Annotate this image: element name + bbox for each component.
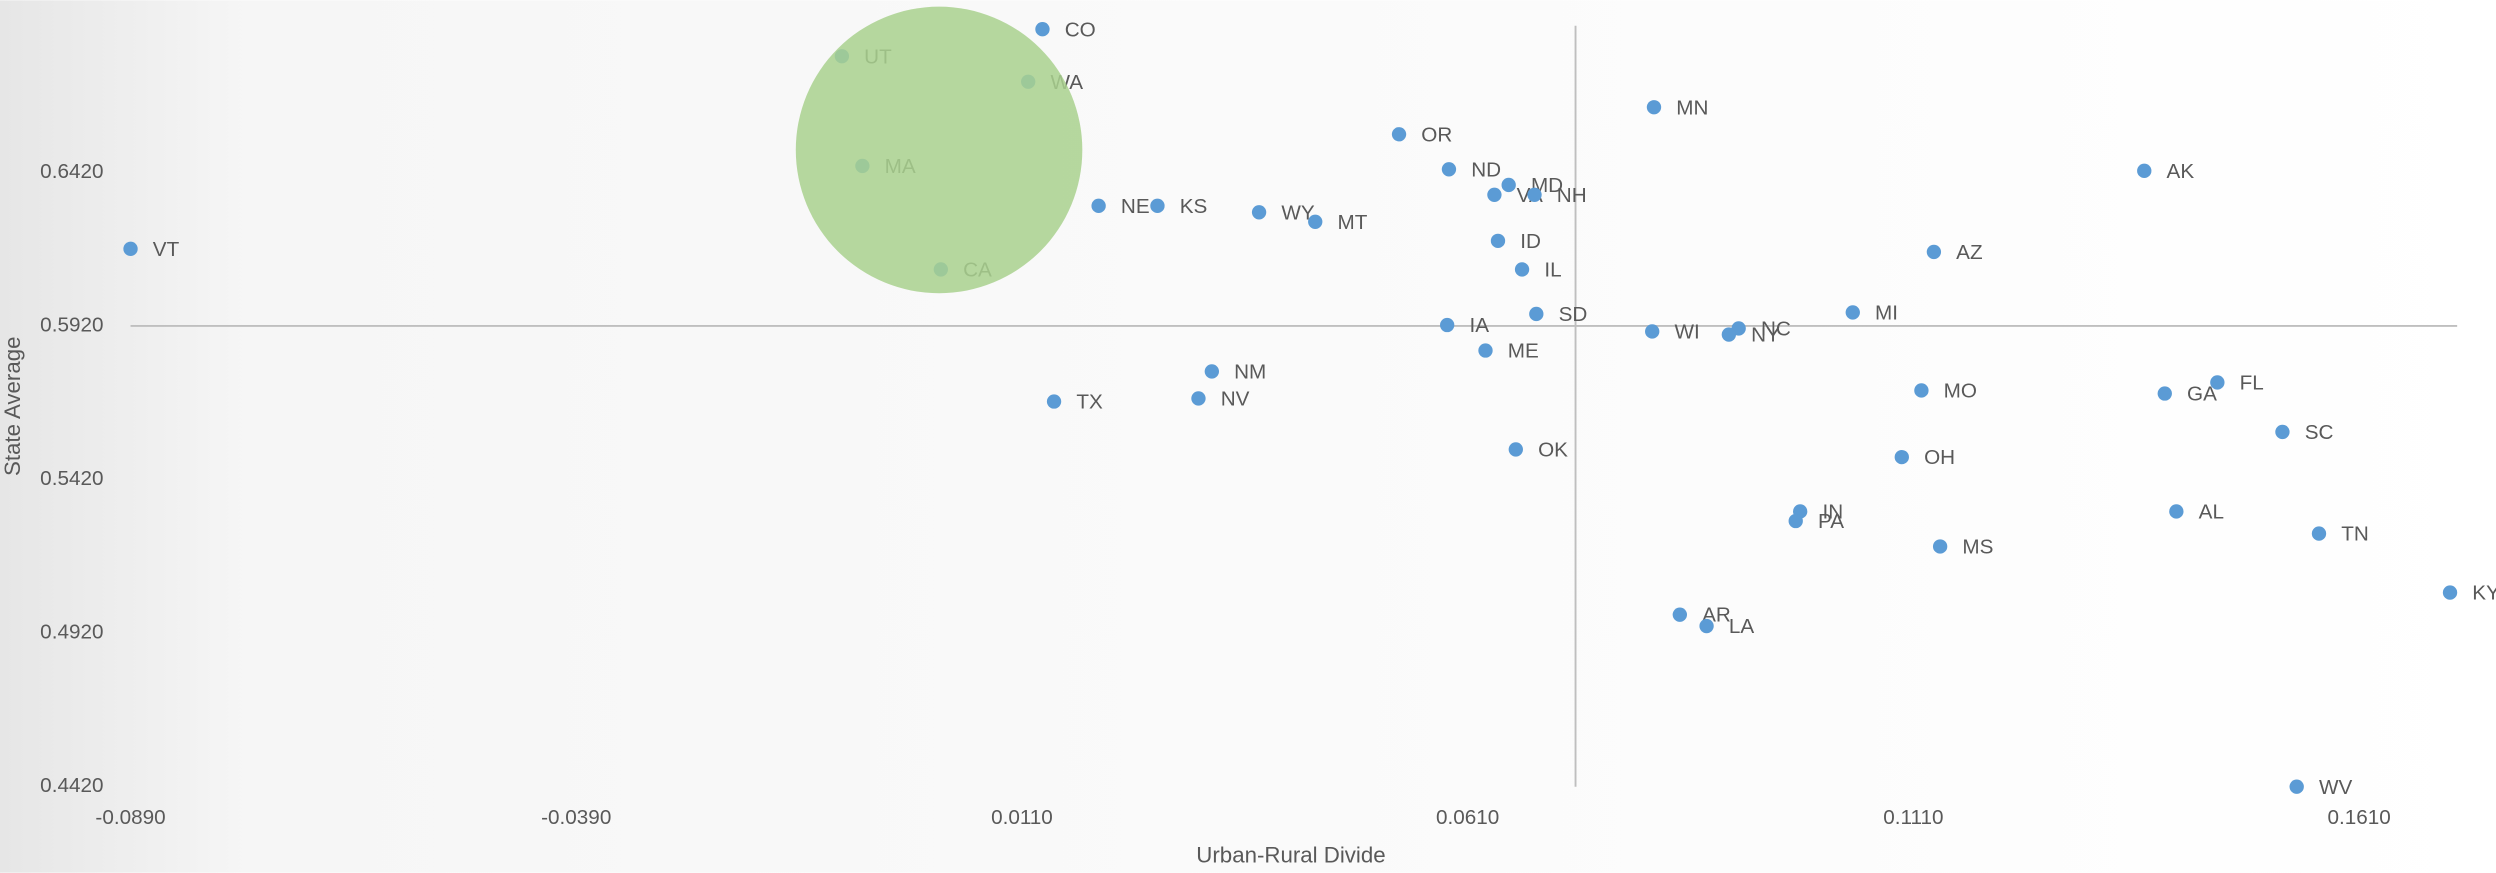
point xyxy=(1490,233,1506,249)
point xyxy=(1150,198,1165,213)
y-tick-label: 0.5420 xyxy=(40,467,103,490)
point-label: IL xyxy=(1544,258,1561,281)
point xyxy=(1091,198,1106,213)
point xyxy=(1441,162,1457,177)
x-tick-label: 0.1110 xyxy=(1883,806,1943,829)
point xyxy=(2169,504,2184,519)
point-label: TX xyxy=(1076,391,1103,414)
x-tick-label: -0.0390 xyxy=(541,806,611,829)
point xyxy=(1508,442,1523,457)
point-label: MT xyxy=(1338,211,1368,234)
point xyxy=(2289,779,2304,794)
point xyxy=(2442,585,2458,600)
point-label: IA xyxy=(1469,314,1489,337)
x-tick-label: -0.0890 xyxy=(95,806,165,829)
point-label: OK xyxy=(1538,438,1568,461)
point xyxy=(1527,187,1542,202)
point xyxy=(1440,317,1455,333)
point-label: OR xyxy=(1421,123,1452,146)
point-label: KY xyxy=(2472,582,2496,605)
point xyxy=(1788,513,1803,529)
point-label: TN xyxy=(2341,523,2369,546)
point-label: NE xyxy=(1121,195,1150,218)
y-tick-label: 0.5920 xyxy=(40,313,103,336)
point xyxy=(1191,391,1206,406)
point-label: ID xyxy=(1520,230,1541,253)
point-label: WI xyxy=(1674,321,1699,344)
point-label: MO xyxy=(1944,380,1977,403)
point xyxy=(1501,177,1516,193)
point-label: VT xyxy=(153,238,180,261)
y-tick-label: 0.4920 xyxy=(40,621,103,644)
point xyxy=(1529,306,1544,322)
point xyxy=(2157,386,2172,401)
point-label: AZ xyxy=(1956,241,1982,264)
point-label: MI xyxy=(1875,301,1898,324)
highlight-bubble xyxy=(795,6,1083,294)
point xyxy=(2137,163,2152,178)
point-label: NC xyxy=(1761,317,1791,340)
point xyxy=(1845,305,1860,320)
point-label: NY xyxy=(1751,324,1780,347)
point xyxy=(1721,327,1737,342)
y-tick-label: 0.4420 xyxy=(40,774,103,797)
point xyxy=(2275,424,2290,440)
point-label: FL xyxy=(2240,372,2264,395)
point-label: IN xyxy=(1822,501,1843,524)
point-label: WV xyxy=(2319,776,2353,799)
point xyxy=(2311,526,2327,541)
point-label: ME xyxy=(1508,340,1539,363)
point-label: WY xyxy=(1281,201,1315,224)
point xyxy=(2210,375,2225,390)
point-label: ND xyxy=(1471,158,1501,181)
point xyxy=(1046,394,1062,409)
point-label: SC xyxy=(2305,421,2334,444)
point xyxy=(1914,383,1929,398)
x-axis-title: Urban-Rural Divide xyxy=(1196,843,1385,868)
point-label: OH xyxy=(1924,446,1955,469)
point xyxy=(1646,100,1662,115)
point xyxy=(1308,214,1323,229)
point xyxy=(123,241,138,257)
y-axis-title: State Average xyxy=(0,337,25,476)
point xyxy=(1932,539,1948,554)
point-label: GA xyxy=(2187,383,2217,406)
point xyxy=(1672,607,1687,622)
point xyxy=(1487,187,1502,202)
point xyxy=(1204,364,1219,379)
point xyxy=(1251,205,1267,220)
point-label: CO xyxy=(1065,18,1096,41)
point-label: NV xyxy=(1221,387,1250,410)
point-label: KS xyxy=(1180,195,1208,218)
point xyxy=(1699,618,1714,634)
point xyxy=(1391,127,1407,142)
point-label: NM xyxy=(1234,360,1266,383)
point-label: NH xyxy=(1557,184,1587,207)
point-label: MN xyxy=(1676,96,1708,119)
point xyxy=(1035,22,1050,37)
point xyxy=(1645,324,1660,339)
x-tick-label: 0.0610 xyxy=(1436,806,1499,829)
point-label: AL xyxy=(2199,501,2224,524)
point xyxy=(1478,343,1493,358)
point xyxy=(1926,244,1942,260)
y-tick-label: 0.6420 xyxy=(40,160,103,183)
point-label: MS xyxy=(1962,536,1993,559)
point-label: LA xyxy=(1729,615,1755,638)
point-label: PA xyxy=(1818,510,1844,533)
point-label: AK xyxy=(2167,160,2195,183)
point xyxy=(1894,449,1909,465)
point-label: SD xyxy=(1559,303,1588,326)
x-tick-label: 0.1610 xyxy=(2327,806,2390,829)
x-tick-label: 0.0110 xyxy=(991,806,1053,829)
point xyxy=(1514,262,1530,277)
